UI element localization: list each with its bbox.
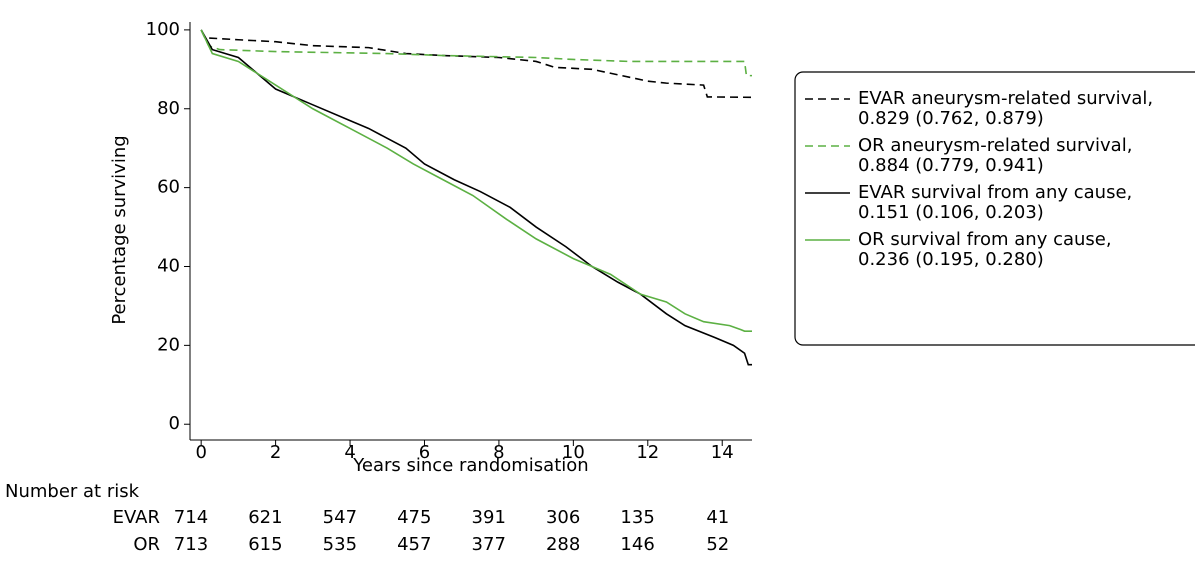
y-tick-label: 40 bbox=[157, 255, 180, 276]
legend-estimate: 0.151 (0.106, 0.203) bbox=[858, 202, 1044, 223]
risk-count: 535 bbox=[323, 534, 357, 555]
risk-count: 288 bbox=[546, 534, 580, 555]
y-axis-title: Percentage surviving bbox=[109, 135, 130, 324]
risk-count: 41 bbox=[706, 507, 729, 528]
series-line bbox=[200, 29, 753, 99]
risk-table-title: Number at risk bbox=[5, 481, 140, 502]
legend-estimate: 0.884 (0.779, 0.941) bbox=[858, 155, 1044, 176]
y-tick-label: 60 bbox=[157, 177, 180, 198]
series-line bbox=[200, 29, 752, 366]
x-tick-label: 14 bbox=[711, 442, 734, 463]
x-tick-label: 2 bbox=[270, 442, 281, 463]
legend-box bbox=[794, 71, 1195, 346]
y-tick-label: 100 bbox=[146, 19, 180, 40]
risk-count: 547 bbox=[323, 507, 357, 528]
y-tick-label: 0 bbox=[169, 413, 180, 434]
risk-count: 713 bbox=[174, 534, 208, 555]
risk-row-name: EVAR bbox=[113, 507, 160, 528]
x-tick-label: 8 bbox=[493, 442, 504, 463]
x-tick-label: 4 bbox=[344, 442, 355, 463]
legend-label: OR aneurysm-related survival, bbox=[858, 135, 1132, 156]
series-line bbox=[200, 29, 752, 332]
legend-estimate: 0.829 (0.762, 0.879) bbox=[858, 108, 1044, 129]
risk-count: 621 bbox=[248, 507, 282, 528]
x-tick-label: 0 bbox=[195, 442, 206, 463]
x-axis-title: Years since randomisation bbox=[352, 455, 588, 476]
risk-count: 135 bbox=[620, 507, 654, 528]
y-tick-label: 20 bbox=[157, 334, 180, 355]
risk-count: 377 bbox=[472, 534, 506, 555]
x-tick-label: 12 bbox=[636, 442, 659, 463]
legend-label: EVAR aneurysm-related survival, bbox=[858, 88, 1153, 109]
y-tick-label: 80 bbox=[157, 98, 180, 119]
legend-estimate: 0.236 (0.195, 0.280) bbox=[858, 249, 1044, 270]
x-tick-label: 10 bbox=[562, 442, 585, 463]
risk-count: 714 bbox=[174, 507, 208, 528]
risk-row-name: OR bbox=[133, 534, 160, 555]
risk-count: 52 bbox=[706, 534, 729, 555]
risk-count: 457 bbox=[397, 534, 431, 555]
risk-count: 146 bbox=[620, 534, 654, 555]
legend-label: EVAR survival from any cause, bbox=[858, 182, 1132, 203]
risk-count: 306 bbox=[546, 507, 580, 528]
series-line bbox=[200, 29, 752, 77]
risk-count: 475 bbox=[397, 507, 431, 528]
risk-count: 391 bbox=[472, 507, 506, 528]
risk-count: 615 bbox=[248, 534, 282, 555]
legend-label: OR survival from any cause, bbox=[858, 229, 1112, 250]
x-tick-label: 6 bbox=[419, 442, 430, 463]
